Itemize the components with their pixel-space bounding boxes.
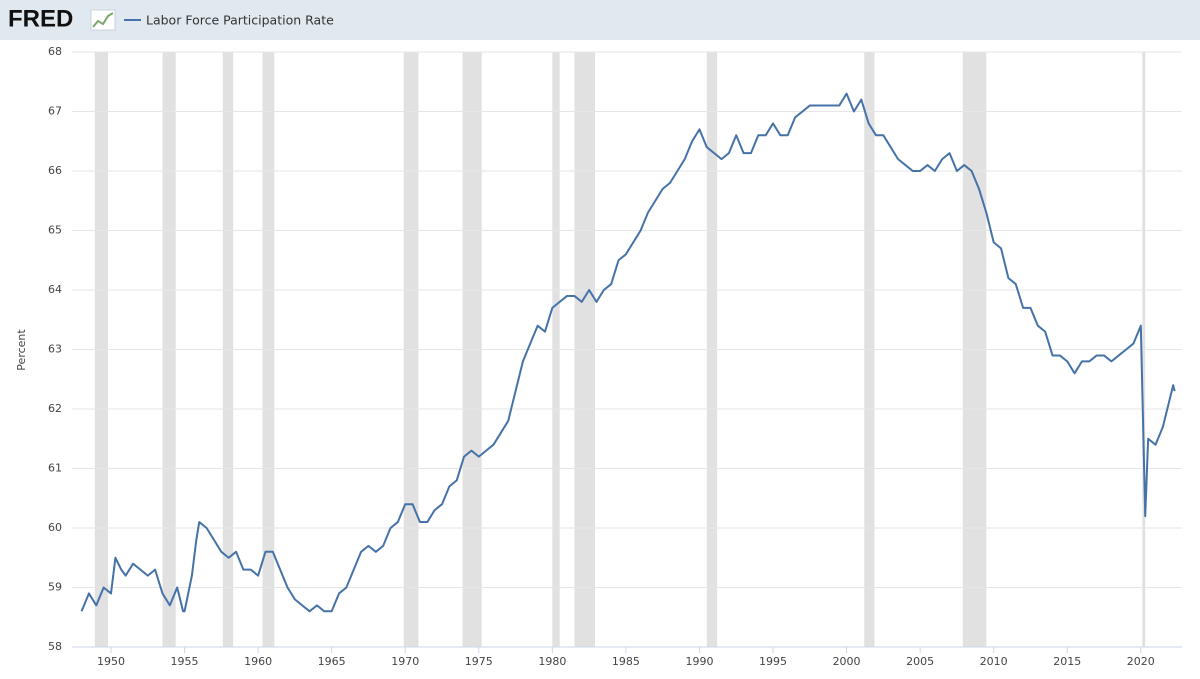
x-tick-label: 2010 xyxy=(980,655,1008,668)
y-tick-label: 61 xyxy=(48,462,62,475)
y-tick-label: 59 xyxy=(48,581,62,594)
x-tick-label: 1980 xyxy=(538,655,566,668)
y-tick-label: 60 xyxy=(48,521,62,534)
x-tick-label: 1970 xyxy=(391,655,419,668)
x-tick-label: 1950 xyxy=(97,655,125,668)
y-tick-label: 63 xyxy=(48,343,62,356)
x-tick-label: 1975 xyxy=(465,655,493,668)
logo-icon xyxy=(90,9,116,31)
x-tick-label: 2000 xyxy=(833,655,861,668)
y-tick-label: 64 xyxy=(48,283,62,296)
y-tick-label: 66 xyxy=(48,164,62,177)
y-tick-label: 68 xyxy=(48,45,62,58)
y-tick-label: 58 xyxy=(48,640,62,653)
y-tick-label: 67 xyxy=(48,105,62,118)
x-tick-label: 1990 xyxy=(685,655,713,668)
chart-area xyxy=(0,40,1200,679)
y-axis-label: Percent xyxy=(15,329,28,371)
x-tick-label: 2005 xyxy=(906,655,934,668)
logo: FRED xyxy=(8,5,73,32)
x-tick-label: 2015 xyxy=(1053,655,1081,668)
x-tick-label: 1995 xyxy=(759,655,787,668)
y-tick-label: 65 xyxy=(48,224,62,237)
legend-label: Labor Force Participation Rate xyxy=(146,13,334,28)
x-tick-label: 1965 xyxy=(318,655,346,668)
y-tick-label: 62 xyxy=(48,402,62,415)
x-tick-label: 2020 xyxy=(1127,655,1155,668)
x-tick-label: 1960 xyxy=(244,655,272,668)
data-line xyxy=(80,92,1176,613)
x-tick-label: 1955 xyxy=(171,655,199,668)
x-tick-label: 1985 xyxy=(612,655,640,668)
